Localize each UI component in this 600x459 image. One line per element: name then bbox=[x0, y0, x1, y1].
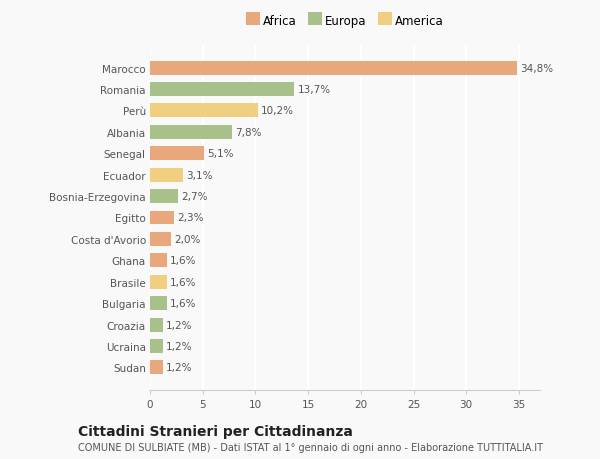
Legend: Africa, Europa, America: Africa, Europa, America bbox=[242, 11, 448, 33]
Text: 1,6%: 1,6% bbox=[170, 256, 197, 266]
Text: COMUNE DI SULBIATE (MB) - Dati ISTAT al 1° gennaio di ogni anno - Elaborazione T: COMUNE DI SULBIATE (MB) - Dati ISTAT al … bbox=[78, 442, 543, 452]
Text: 2,7%: 2,7% bbox=[182, 192, 208, 202]
Bar bbox=[150, 318, 163, 332]
Text: 1,2%: 1,2% bbox=[166, 363, 193, 373]
Text: Cittadini Stranieri per Cittadinanza: Cittadini Stranieri per Cittadinanza bbox=[78, 425, 353, 438]
Text: 2,3%: 2,3% bbox=[178, 213, 204, 223]
Bar bbox=[150, 126, 232, 140]
Bar bbox=[150, 168, 182, 182]
Text: 10,2%: 10,2% bbox=[260, 106, 293, 116]
Bar bbox=[150, 104, 257, 118]
Bar bbox=[150, 339, 163, 353]
Bar bbox=[150, 190, 178, 204]
Text: 7,8%: 7,8% bbox=[235, 128, 262, 138]
Bar bbox=[150, 275, 167, 289]
Text: 1,6%: 1,6% bbox=[170, 277, 197, 287]
Text: 34,8%: 34,8% bbox=[520, 63, 553, 73]
Bar bbox=[150, 147, 204, 161]
Text: 5,1%: 5,1% bbox=[207, 149, 233, 159]
Text: 1,6%: 1,6% bbox=[170, 298, 197, 308]
Bar bbox=[150, 211, 174, 225]
Bar bbox=[150, 297, 167, 310]
Bar bbox=[150, 254, 167, 268]
Text: 2,0%: 2,0% bbox=[174, 235, 200, 244]
Bar bbox=[150, 361, 163, 375]
Bar bbox=[150, 83, 295, 97]
Text: 13,7%: 13,7% bbox=[298, 85, 331, 95]
Bar bbox=[150, 232, 171, 246]
Text: 1,2%: 1,2% bbox=[166, 341, 193, 351]
Text: 3,1%: 3,1% bbox=[186, 170, 212, 180]
Bar bbox=[150, 62, 517, 75]
Text: 1,2%: 1,2% bbox=[166, 320, 193, 330]
